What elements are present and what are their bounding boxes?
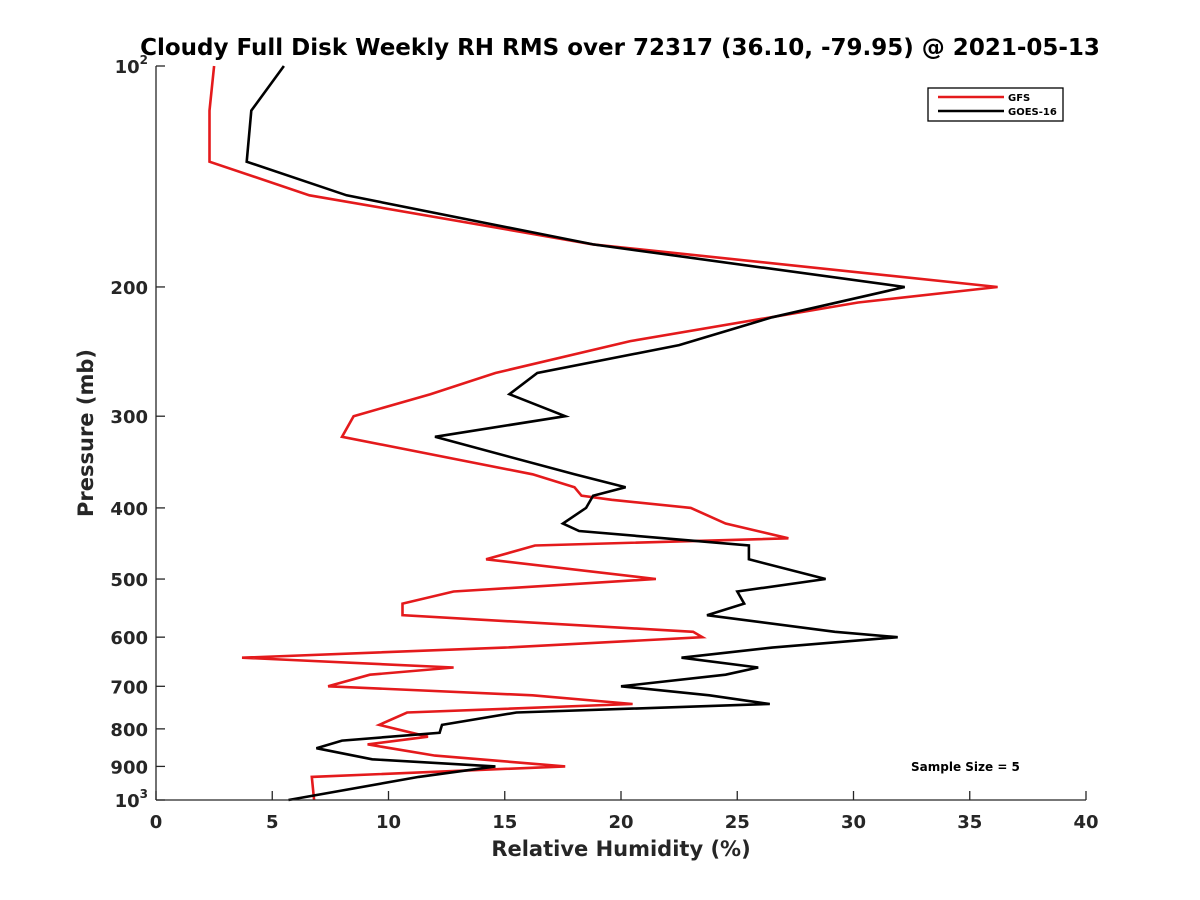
- y-tick-label: 103: [115, 787, 148, 812]
- x-tick-label: 10: [376, 812, 401, 833]
- series-layer: [208, 65, 998, 802]
- x-tick-label: 40: [1073, 812, 1098, 833]
- legend: GFS GOES-16: [927, 87, 1064, 122]
- x-tick-label: 0: [150, 812, 163, 833]
- x-tick-label: 30: [841, 812, 866, 833]
- x-tick-label: 20: [608, 812, 633, 833]
- x-tick-label: 5: [266, 812, 279, 833]
- legend-label-gfs: GFS: [1008, 93, 1030, 104]
- y-tick-label: 102: [115, 53, 148, 78]
- legend-label-goes16: GOES-16: [1008, 107, 1057, 118]
- y-tick-label: 500: [110, 570, 148, 591]
- legend-box: [927, 87, 1064, 122]
- y-tick-label: 600: [110, 628, 148, 649]
- y-axis-ticks: 102 200 300 400 500 600 700 800 900 103: [110, 53, 165, 812]
- y-axis-label: Pressure (mb): [74, 349, 98, 517]
- x-axis-ticks: 0 5 10 15 20 25 30 35 40: [150, 791, 1099, 833]
- x-axis-label: Relative Humidity (%): [491, 837, 750, 861]
- y-tick-label: 200: [110, 278, 148, 299]
- y-tick-label: 300: [110, 407, 148, 428]
- y-tick-label: 400: [110, 499, 148, 520]
- y-tick-label: 900: [110, 757, 148, 778]
- x-tick-label: 35: [957, 812, 982, 833]
- x-tick-label: 15: [492, 812, 517, 833]
- chart-title: Cloudy Full Disk Weekly RH RMS over 7231…: [140, 35, 1100, 61]
- x-tick-label: 25: [725, 812, 750, 833]
- y-tick-label: 700: [110, 677, 148, 698]
- sample-size-annotation: Sample Size = 5: [911, 760, 1020, 774]
- series-line-gfs: [208, 65, 998, 801]
- y-tick-label: 800: [110, 720, 148, 741]
- series-line-goes-16: [245, 65, 905, 802]
